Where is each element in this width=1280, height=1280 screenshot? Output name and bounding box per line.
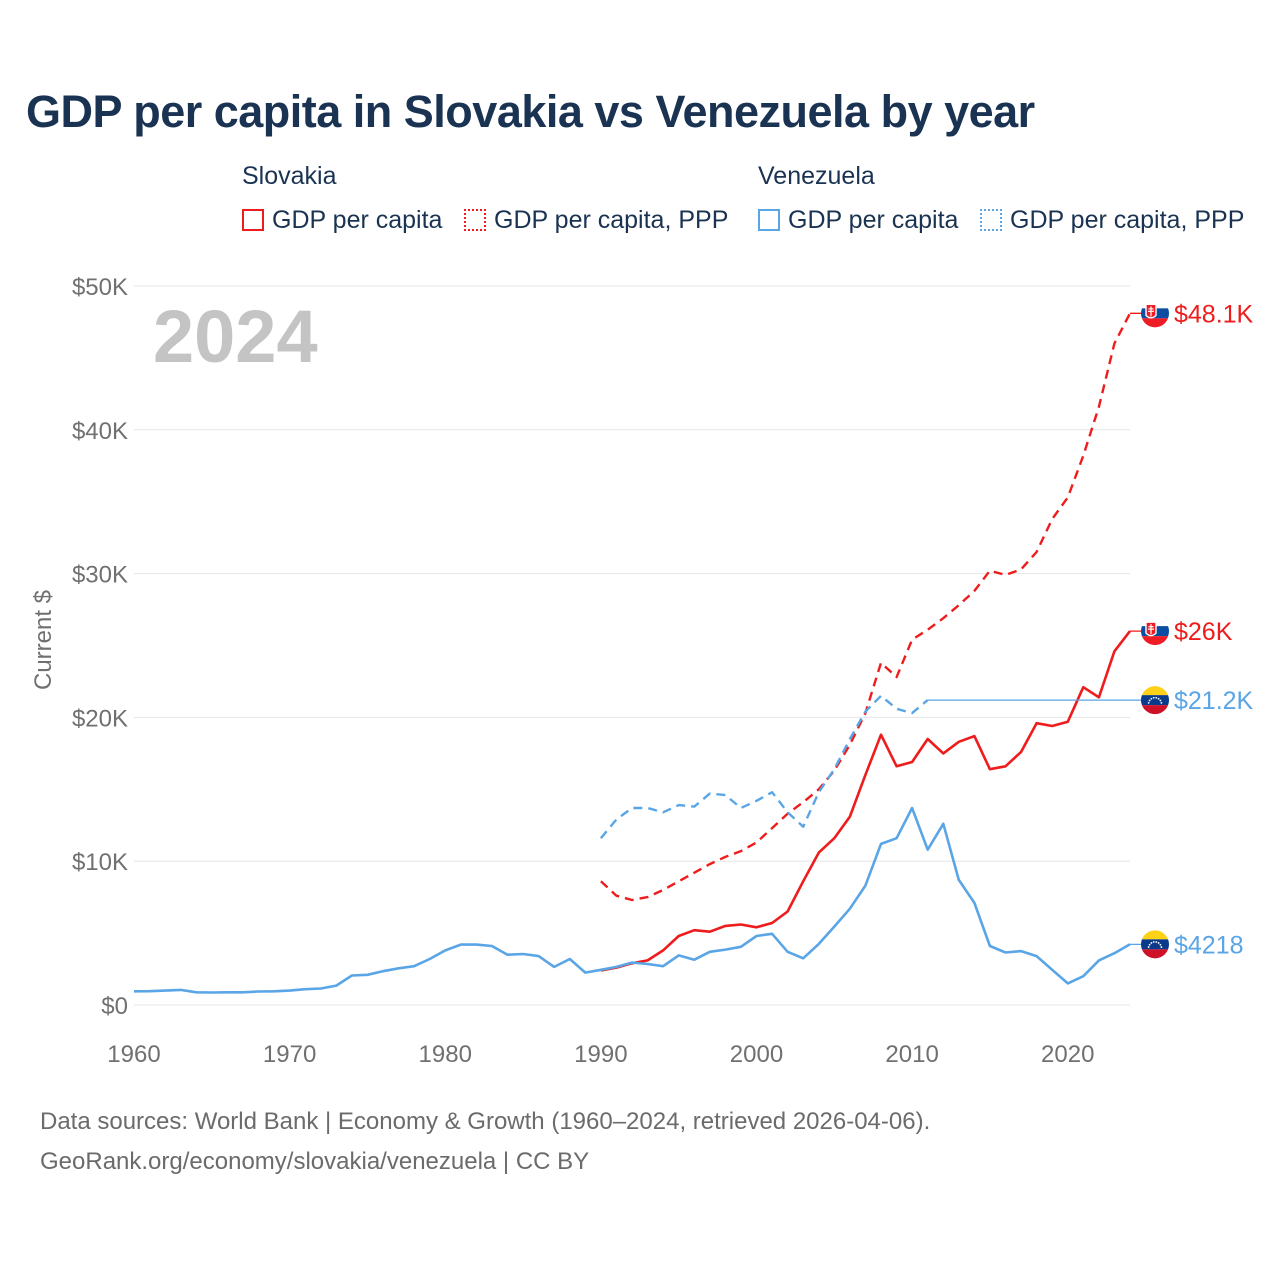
legend-slovakia-gdp-ppp[interactable]: GDP per capita, PPP	[464, 204, 728, 236]
grid-layer: $0 $10K $20K $30K $40K $50K 1960 1970 1980 1990 20…	[72, 274, 1130, 1068]
end-value-label: $4218	[1174, 931, 1244, 959]
x-tick-label: 2020	[1041, 1041, 1094, 1068]
legend-swatch-solid-blue	[758, 209, 780, 231]
y-tick-label: $40K	[72, 418, 128, 445]
chart-title: GDP per capita in Slovakia vs Venezuela …	[26, 86, 1035, 137]
y-tick-label: $0	[101, 993, 128, 1020]
footer-sources: Data sources: World Bank | Economy & Gro…	[40, 1108, 931, 1135]
series-line-venezuela-gdp-per-capita[interactable]	[133, 806, 1131, 994]
x-tick-label: 1960	[107, 1041, 160, 1068]
end-value-label: $48.1K	[1174, 300, 1254, 328]
legend-slovakia-gdp[interactable]: GDP per capita	[242, 204, 442, 236]
y-axis-title: Current $	[30, 590, 57, 690]
x-tick-label: 2010	[885, 1041, 938, 1068]
legend-swatch-dotted-blue	[980, 209, 1002, 231]
end-value-label: $26K	[1174, 618, 1233, 646]
x-tick-label: 1980	[419, 1041, 472, 1068]
venezuela-flag-icon	[1141, 930, 1169, 959]
legend-label: GDP per capita	[788, 205, 959, 234]
legend-venezuela-gdp-ppp[interactable]: GDP per capita, PPP	[980, 204, 1244, 236]
y-tick-label: $50K	[72, 274, 128, 301]
legend-label: GDP per capita	[272, 205, 443, 234]
x-tick-label: 1990	[574, 1041, 627, 1068]
legend-label: GDP per capita, PPP	[1010, 205, 1245, 234]
x-tick-label: 2000	[730, 1041, 783, 1068]
series-line-venezuela-gdp-per-capita-ppp[interactable]	[599, 694, 929, 839]
label-layer: $48.1K $26K $21.2K $4218	[1130, 299, 1254, 959]
footer-attribution: GeoRank.org/economy/slovakia/venezuela |…	[40, 1148, 590, 1175]
end-value-label: $21.2K	[1174, 687, 1254, 715]
legend-label: GDP per capita, PPP	[494, 205, 729, 234]
legend-venezuela-gdp[interactable]: GDP per capita	[758, 204, 958, 236]
legend-swatch-dotted-red	[464, 209, 486, 231]
x-tick-label: 1970	[263, 1041, 316, 1068]
legend-group-venezuela: Venezuela	[758, 162, 875, 190]
series-line-slovakia-gdp-per-capita[interactable]	[600, 630, 1132, 972]
slovakia-flag-icon	[1141, 299, 1169, 328]
venezuela-flag-icon	[1141, 686, 1169, 715]
legend-swatch-solid-red	[242, 209, 264, 231]
y-tick-label: $10K	[72, 849, 128, 876]
y-tick-label: $30K	[72, 562, 128, 589]
series-layer	[133, 312, 1132, 994]
legend-group-slovakia: Slovakia	[242, 162, 337, 190]
year-watermark: 2024	[153, 295, 318, 378]
y-tick-label: $20K	[72, 705, 128, 732]
series-line-slovakia-gdp-per-capita-ppp[interactable]	[600, 312, 1132, 902]
slovakia-flag-icon	[1141, 617, 1169, 646]
